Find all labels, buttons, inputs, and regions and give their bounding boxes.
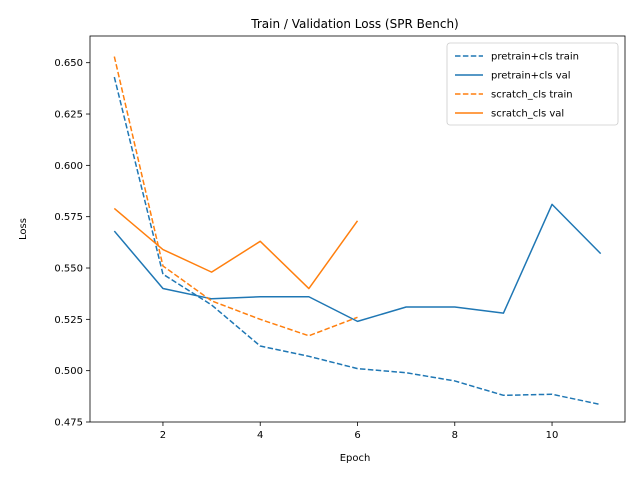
series-line-4 [113,207,359,290]
legend-box [446,42,619,126]
y-tick-label: 0.600 [54,161,83,172]
y-tick-label: 0.625 [54,110,83,121]
y-tick-label: 0.475 [54,418,83,429]
x-tick-label: 6 [354,430,360,441]
series-line-3 [113,56,358,337]
chart-title: Train / Validation Loss (SPR Bench) [250,17,458,31]
x-tick-label: 2 [160,430,166,441]
legend-entry-label: scratch_cls train [491,90,573,101]
x-axis-label: Epoch [340,453,371,464]
x-tick-label: 10 [546,430,559,441]
legend-entry-label: pretrain+cls val [491,71,571,82]
legend-entry-label: pretrain+cls train [491,52,579,63]
x-tick-label: 8 [452,430,458,441]
y-axis-ticks: 0.475 0.500 0.525 0.550 0.575 0.600 0.625 0.650 [54,58,90,429]
y-tick-label: 0.575 [54,212,83,223]
x-axis-ticks: 2 4 6 8 10 [160,422,559,441]
y-axis-label: Loss [18,218,29,240]
y-tick-label: 0.550 [54,264,83,275]
y-tick-label: 0.500 [54,366,83,377]
series-line-2 [113,203,602,323]
y-tick-label: 0.525 [54,315,83,326]
x-tick-label: 4 [257,430,263,441]
legend-entry-label: scratch_cls val [491,109,564,120]
y-tick-label: 0.650 [54,58,83,69]
legend: pretrain+cls train pretrain+cls val scratc… [446,42,619,126]
series-layer [113,56,602,406]
